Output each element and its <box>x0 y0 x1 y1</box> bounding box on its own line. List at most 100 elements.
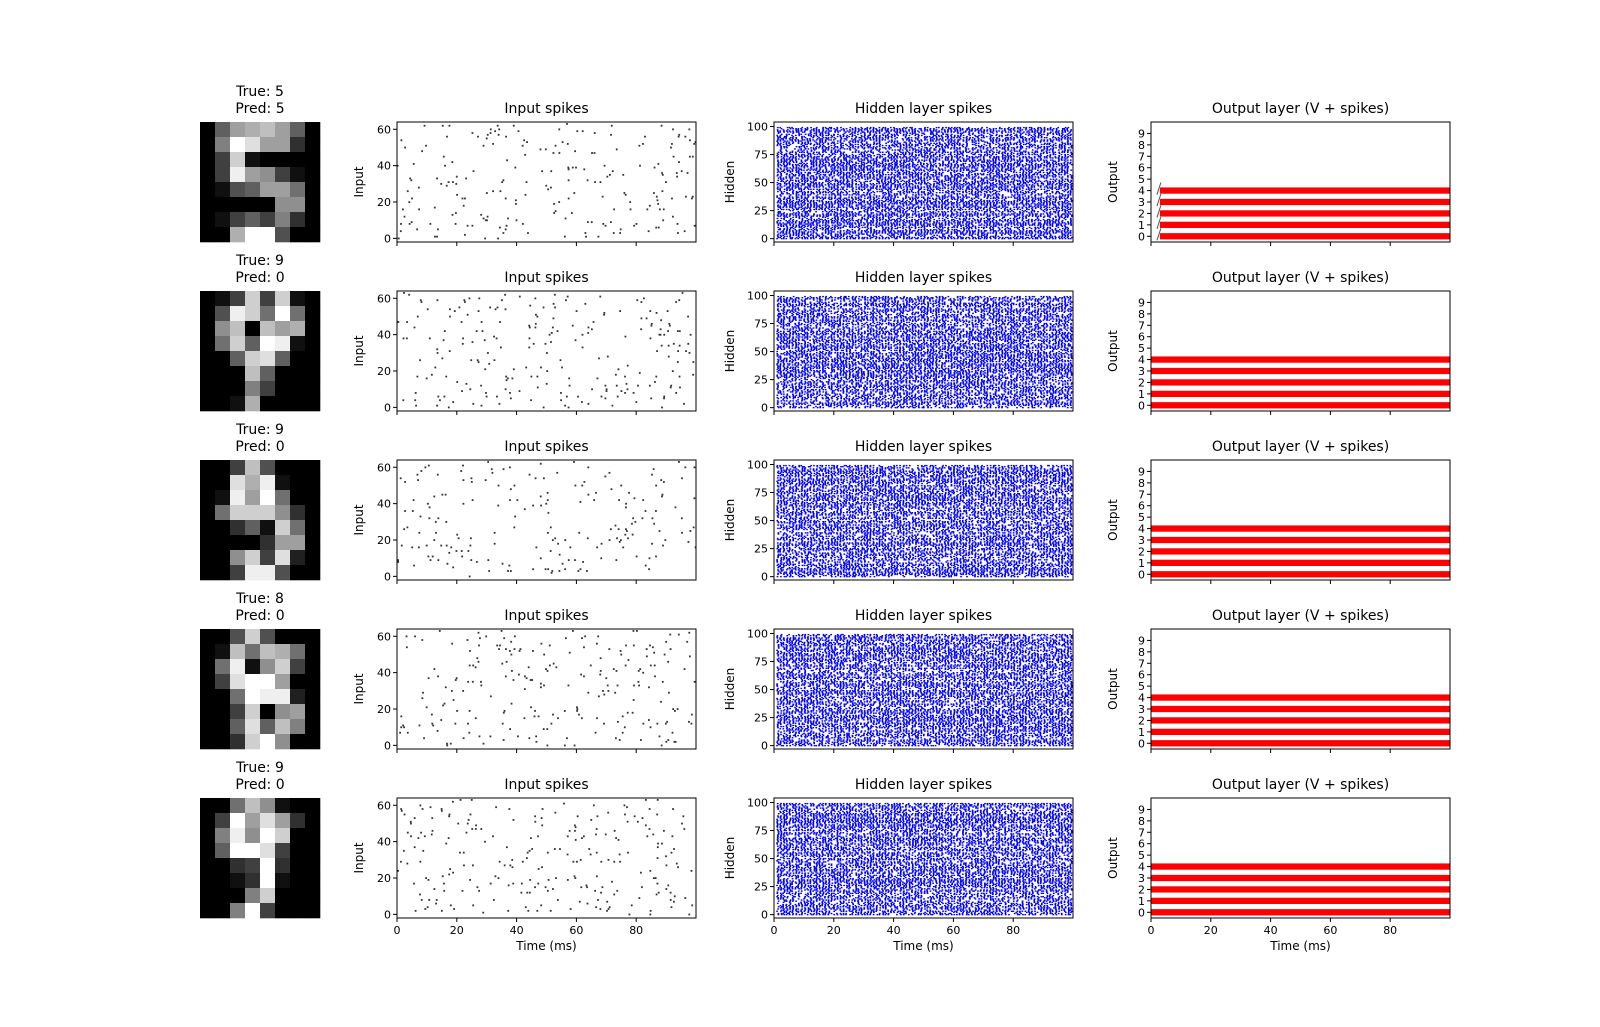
hidden-spike <box>807 206 809 208</box>
hidden-spike <box>783 218 786 221</box>
hidden-spike <box>866 211 869 213</box>
hidden-spike <box>812 224 815 226</box>
hidden-spike <box>994 189 997 192</box>
hidden-spike <box>834 202 836 204</box>
input-spike <box>396 164 399 167</box>
hidden-spike <box>1033 224 1036 226</box>
hidden-spike <box>912 204 915 206</box>
hidden-spike <box>1049 195 1052 197</box>
hidden-spike <box>910 203 913 205</box>
hidden-spike <box>1045 209 1048 212</box>
hidden-spike <box>959 221 962 223</box>
hidden-spike <box>863 205 865 207</box>
hidden-spike <box>985 230 988 232</box>
hidden-spike <box>1028 206 1030 208</box>
hidden-spike <box>884 174 887 176</box>
hidden-spike <box>985 235 988 238</box>
hidden-spike <box>794 182 797 185</box>
hidden-spike <box>995 203 998 205</box>
hidden-spike <box>884 211 887 213</box>
hidden-spike <box>993 218 995 221</box>
hidden-spike <box>968 205 971 207</box>
hidden-spike <box>873 228 876 231</box>
hidden-spike <box>816 205 819 207</box>
hidden-spike <box>924 218 927 221</box>
hidden-spike <box>1009 207 1012 210</box>
hidden-spike <box>833 225 836 227</box>
hidden-spike <box>1048 237 1051 240</box>
hidden-spike <box>831 221 833 223</box>
hidden-spike <box>1007 224 1009 226</box>
hidden-spike <box>1051 228 1054 231</box>
hidden-spike <box>834 178 837 180</box>
hidden-spike <box>951 202 954 204</box>
input-spike <box>400 223 402 225</box>
hidden-spike <box>818 181 821 184</box>
hidden-spike <box>971 233 974 235</box>
hidden-spike <box>1046 189 1049 192</box>
hidden-spike <box>828 190 831 193</box>
hidden-spike <box>884 209 886 212</box>
hidden-spike <box>968 203 970 205</box>
hidden-spike <box>789 205 791 207</box>
hidden-spike <box>1021 236 1024 239</box>
hidden-spike <box>827 177 830 179</box>
input-spike <box>477 135 479 138</box>
hidden-spike <box>1004 182 1007 185</box>
hidden-spike <box>965 236 968 239</box>
hidden-spike <box>951 223 954 225</box>
hidden-spike <box>1001 217 1004 220</box>
hidden-spike <box>932 206 934 208</box>
hidden-spike <box>927 217 929 220</box>
hidden-spike <box>1000 203 1003 205</box>
input-spike <box>671 197 673 200</box>
hidden-spike <box>903 188 905 190</box>
hidden-spike <box>900 200 903 203</box>
hidden-spike <box>970 223 973 225</box>
hidden-spike <box>842 233 845 235</box>
hidden-spike <box>1045 179 1048 182</box>
digit-pixel <box>275 182 291 198</box>
hidden-spike <box>1009 214 1012 216</box>
hidden-spike <box>834 237 836 240</box>
hidden-spike <box>974 233 977 235</box>
hidden-spike <box>980 203 983 205</box>
hidden-spike <box>1060 215 1063 217</box>
hidden-spike <box>908 200 910 203</box>
hidden-spike <box>848 205 851 207</box>
hidden-spike <box>843 203 846 205</box>
hidden-spike <box>857 237 860 240</box>
hidden-spike <box>1010 200 1013 203</box>
hidden-spike <box>977 216 980 219</box>
hidden-spike <box>887 204 890 206</box>
hidden-spike <box>947 187 950 189</box>
hidden-spike <box>795 225 798 227</box>
hidden-spike <box>815 190 818 193</box>
hidden-spike <box>1024 209 1027 212</box>
hidden-spike <box>1043 236 1046 239</box>
hidden-spike <box>1042 171 1045 174</box>
hidden-spike <box>961 231 964 233</box>
hidden-spike <box>904 233 907 235</box>
hidden-spike <box>801 202 804 204</box>
hidden-spike <box>1067 221 1069 223</box>
hidden-spike <box>1048 189 1051 192</box>
hidden-spike <box>1055 224 1058 226</box>
input-spike <box>566 143 569 145</box>
hidden-spike <box>848 211 851 213</box>
input-spike <box>451 161 454 163</box>
hidden-spike <box>921 225 924 227</box>
hidden-spike <box>976 215 979 217</box>
hidden-spike <box>791 204 794 206</box>
hidden-spike <box>803 169 805 171</box>
hidden-spike <box>903 213 906 215</box>
hidden-spike <box>933 205 936 207</box>
hidden-spike <box>1045 235 1048 238</box>
hidden-spike <box>1046 228 1048 231</box>
hidden-spike <box>1071 215 1073 217</box>
hidden-spike <box>1061 206 1064 208</box>
hidden-spike <box>845 190 847 193</box>
hidden-spike <box>1066 178 1069 180</box>
hidden-spike <box>1037 211 1039 213</box>
input-spike <box>619 232 622 234</box>
